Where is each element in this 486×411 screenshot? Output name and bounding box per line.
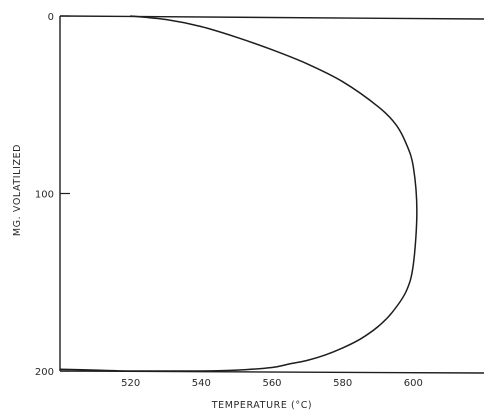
data-point (271, 366, 273, 369)
data-point (416, 210, 418, 212)
data-point (342, 347, 344, 349)
x-tick-label: 560 (262, 378, 281, 389)
data-point (359, 338, 361, 340)
top-axis-line (59, 15, 485, 20)
x-tick-label: 580 (333, 378, 352, 389)
data-point (405, 143, 407, 145)
data-point (59, 368, 61, 370)
series-line (59, 15, 418, 372)
y-tick-label: 0 (48, 12, 54, 23)
x-tick-label: 600 (404, 378, 423, 389)
data-point (236, 36, 238, 38)
data-point (271, 49, 273, 51)
data-point (236, 369, 238, 371)
data-point (412, 166, 414, 168)
data-point (306, 63, 308, 65)
plot-frame (59, 15, 485, 374)
x-axis-title: TEMPERATURE (°C) (211, 400, 313, 411)
data-point (412, 263, 414, 266)
data-point (130, 370, 132, 372)
y-axis: 0 100 200 (35, 12, 70, 378)
data-point (289, 363, 291, 365)
data-point (377, 326, 379, 328)
data-point (395, 123, 397, 125)
data-point (165, 370, 167, 372)
data-point (377, 105, 379, 108)
data-point (200, 26, 202, 28)
y-tick-label: 200 (35, 367, 54, 378)
data-point (391, 311, 393, 314)
data-point (200, 370, 202, 372)
x-axis: 520 540 560 580 600 (121, 378, 423, 389)
series-layer (59, 15, 418, 372)
y-axis-title: MG. VOLATILIZED (12, 144, 23, 236)
data-point (324, 354, 326, 356)
x-tick-label: 520 (121, 378, 140, 389)
x-tick-label: 540 (192, 378, 211, 389)
data-point (342, 81, 344, 83)
data-point (405, 290, 407, 292)
y-tick-label: 100 (35, 190, 54, 201)
data-point (130, 15, 132, 17)
data-point (165, 18, 167, 21)
data-point (94, 369, 96, 371)
data-point (306, 359, 308, 361)
